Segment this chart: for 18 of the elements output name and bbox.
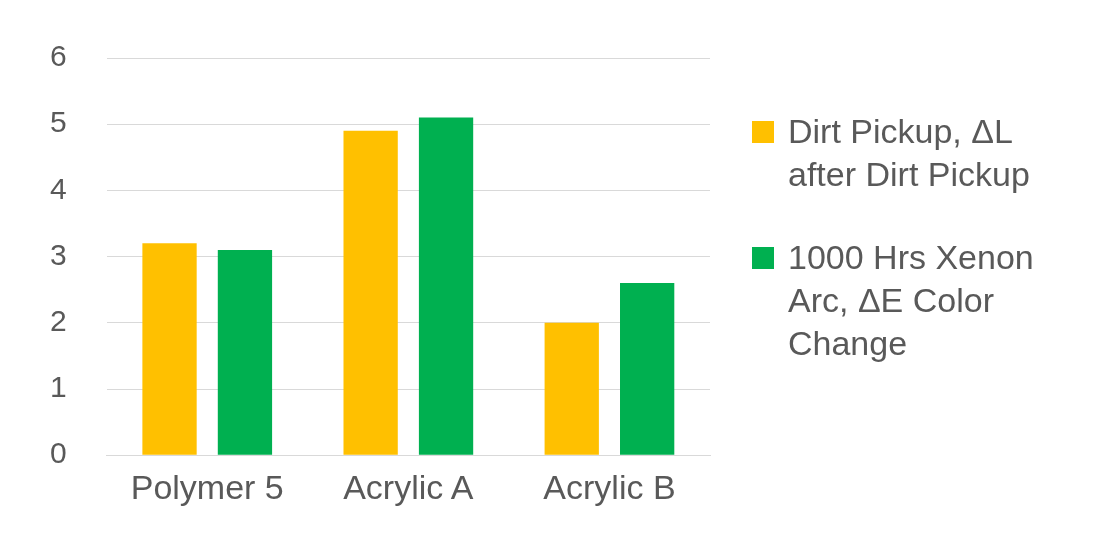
y-tick-label: 1 (50, 370, 67, 404)
bar (142, 243, 197, 455)
y-tick-label: 5 (50, 105, 67, 139)
x-tick-label: Acrylic A (343, 467, 474, 506)
y-tick-label: 3 (50, 237, 67, 271)
bar (418, 117, 474, 455)
y-tick-label: 4 (50, 171, 67, 205)
bar (343, 130, 398, 455)
y-tick-label: 0 (50, 436, 67, 470)
bar (544, 322, 599, 455)
y-tick-label: 2 (50, 304, 67, 338)
x-tick-label: Polymer 5 (130, 467, 284, 506)
bar (217, 249, 273, 455)
x-tick-label: Acrylic B (543, 467, 676, 506)
legend-label: Dirt Pickup, ΔL after Dirt Pickup (788, 111, 1031, 195)
legend-label: 1000 Hrs Xenon Arc, ΔE Color Change (788, 237, 1035, 364)
y-tick-label: 6 (50, 39, 67, 73)
bar (620, 283, 675, 455)
